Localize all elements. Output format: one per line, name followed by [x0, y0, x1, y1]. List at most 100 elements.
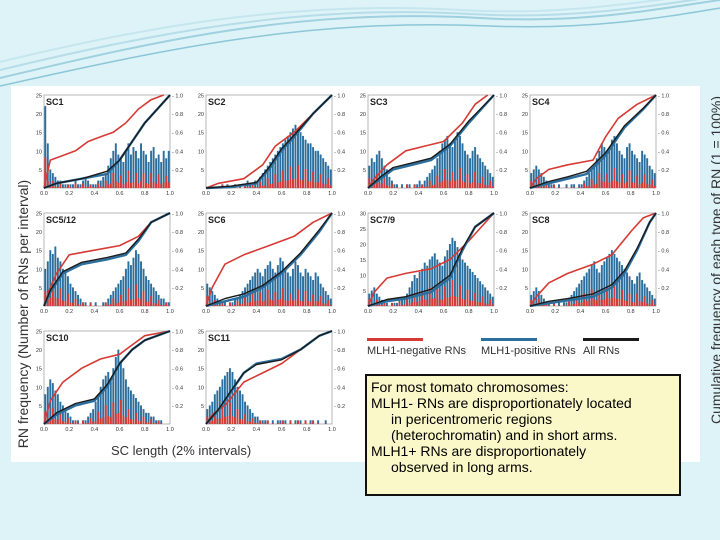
histogram-bar-negative: [145, 301, 148, 306]
histogram-bar-negative: [117, 182, 120, 188]
histogram-bar-negative: [234, 417, 236, 424]
histogram-bar: [142, 150, 145, 188]
histogram-bar: [286, 135, 289, 188]
x-tick-label: 1.0: [166, 427, 174, 433]
histogram-bar: [276, 150, 279, 188]
cumulative-line-negative: [43, 330, 171, 425]
histogram-bar-negative: [147, 184, 150, 188]
histogram-bar: [99, 386, 102, 424]
histogram-bar: [563, 302, 565, 306]
y2-tick-label: - 0.2: [334, 404, 345, 410]
x-tick-label: 1.0: [328, 191, 336, 197]
y-tick-label: 15: [360, 258, 366, 264]
histogram-bar: [102, 176, 105, 188]
histogram-bar-negative: [327, 300, 330, 306]
histogram-bar-negative: [281, 170, 284, 188]
histogram-bar: [249, 184, 252, 188]
histogram-bar: [112, 368, 115, 424]
x-tick-label: 0.4: [577, 309, 585, 315]
histogram-bar: [160, 161, 163, 188]
x-tick-label: 0.8: [627, 191, 635, 197]
histogram-bar: [69, 416, 72, 424]
histogram-bar: [605, 257, 608, 306]
panel-title: SC3: [370, 97, 388, 107]
histogram-bar: [431, 169, 434, 188]
histogram-bar-negative: [150, 296, 153, 306]
histogram-bar-negative: [254, 300, 257, 306]
histogram-bar-negative: [537, 179, 540, 188]
y-tick-label: 25: [36, 330, 42, 336]
histogram-bar-negative: [218, 305, 221, 306]
histogram-bar-negative: [104, 180, 107, 188]
histogram-bar: [469, 158, 472, 188]
histogram-bar: [633, 283, 636, 306]
x-tick-label: 0.4: [253, 191, 261, 197]
y2-tick-label: - 0.6: [496, 131, 507, 137]
histogram-bar-negative: [486, 303, 489, 306]
histogram-bar-negative: [618, 299, 621, 306]
y-tick-label: 15: [522, 131, 528, 137]
histogram-bar-negative: [64, 421, 67, 424]
histogram-bar-negative: [66, 184, 69, 188]
histogram-bar-negative: [297, 289, 299, 306]
histogram-bar: [613, 135, 616, 188]
cumulative-line-positive: [529, 94, 657, 190]
histogram-bar: [266, 165, 269, 188]
histogram-bar-negative: [312, 294, 315, 306]
histogram-bar: [160, 298, 163, 306]
histogram-bar: [264, 268, 267, 306]
x-tick-label: 0.0: [202, 427, 210, 433]
histogram-bar-negative: [615, 181, 618, 188]
histogram-bar-negative: [266, 420, 269, 424]
histogram-bar-negative: [94, 187, 97, 188]
x-tick-label: 0.8: [303, 191, 311, 197]
histogram-bar-negative: [256, 300, 259, 306]
histogram-bar-negative: [77, 304, 79, 306]
histogram-bar-negative: [129, 299, 132, 306]
y-tick-label: 15: [360, 131, 366, 137]
histogram-bar-negative: [122, 184, 125, 188]
histogram-bar-negative: [102, 186, 105, 188]
histogram-bar-negative: [600, 299, 603, 306]
histogram-bar-negative: [322, 183, 325, 188]
histogram-bar-negative: [598, 172, 601, 188]
histogram-bar: [59, 261, 62, 306]
histogram-bar: [626, 147, 628, 188]
histogram-bar-negative: [167, 182, 170, 188]
histogram-bar-negative: [79, 187, 82, 188]
chart-panel-sc6: SC6 5 10 15 20 25 - 0.2 - 0.4 - 0.6 - 0.8 - 1.0 0.0…: [198, 212, 345, 316]
histogram-bar-negative: [46, 299, 49, 306]
histogram-bar-negative: [595, 300, 598, 306]
histogram-bar: [621, 154, 623, 188]
header-swoosh-decoration: [0, 0, 720, 87]
histogram-bar: [651, 169, 654, 188]
y2-tick-label: - 1.0: [658, 212, 669, 218]
histogram-bar-negative: [570, 187, 573, 188]
histogram-bar-negative: [127, 288, 130, 306]
y-tick-label: 10: [522, 149, 528, 155]
y-tick-label: 5: [525, 286, 528, 292]
histogram-bar: [317, 150, 320, 188]
y2-tick-label: - 0.6: [172, 249, 183, 255]
histogram-bar-negative: [72, 423, 74, 424]
histogram-bar: [648, 291, 651, 306]
y2-tick-label: - 0.2: [172, 168, 183, 174]
histogram-bar-negative: [89, 302, 92, 306]
histogram-bar: [633, 154, 636, 188]
histogram-bar-negative: [281, 420, 284, 424]
histogram-bar: [532, 291, 535, 306]
histogram-bar-negative: [578, 302, 581, 306]
histogram-bar-negative: [213, 411, 216, 424]
histogram-bar: [459, 135, 461, 188]
histogram-bar: [302, 276, 304, 306]
histogram-bar: [466, 265, 469, 306]
histogram-bar-negative: [314, 300, 317, 306]
histogram-bar-negative: [390, 302, 393, 306]
histogram-bar-negative: [605, 287, 608, 306]
histogram-bar-negative: [234, 304, 236, 306]
chart-panel-sc10: SC10 5 10 15 20 25 - 0.2 - 0.4 - 0.6 - 0.8 - 1.0 0.…: [36, 330, 183, 434]
x-tick-label: 1.0: [328, 427, 336, 433]
histogram-bar-negative: [249, 302, 252, 306]
histogram-bar: [631, 150, 634, 188]
histogram-bar: [84, 176, 87, 188]
